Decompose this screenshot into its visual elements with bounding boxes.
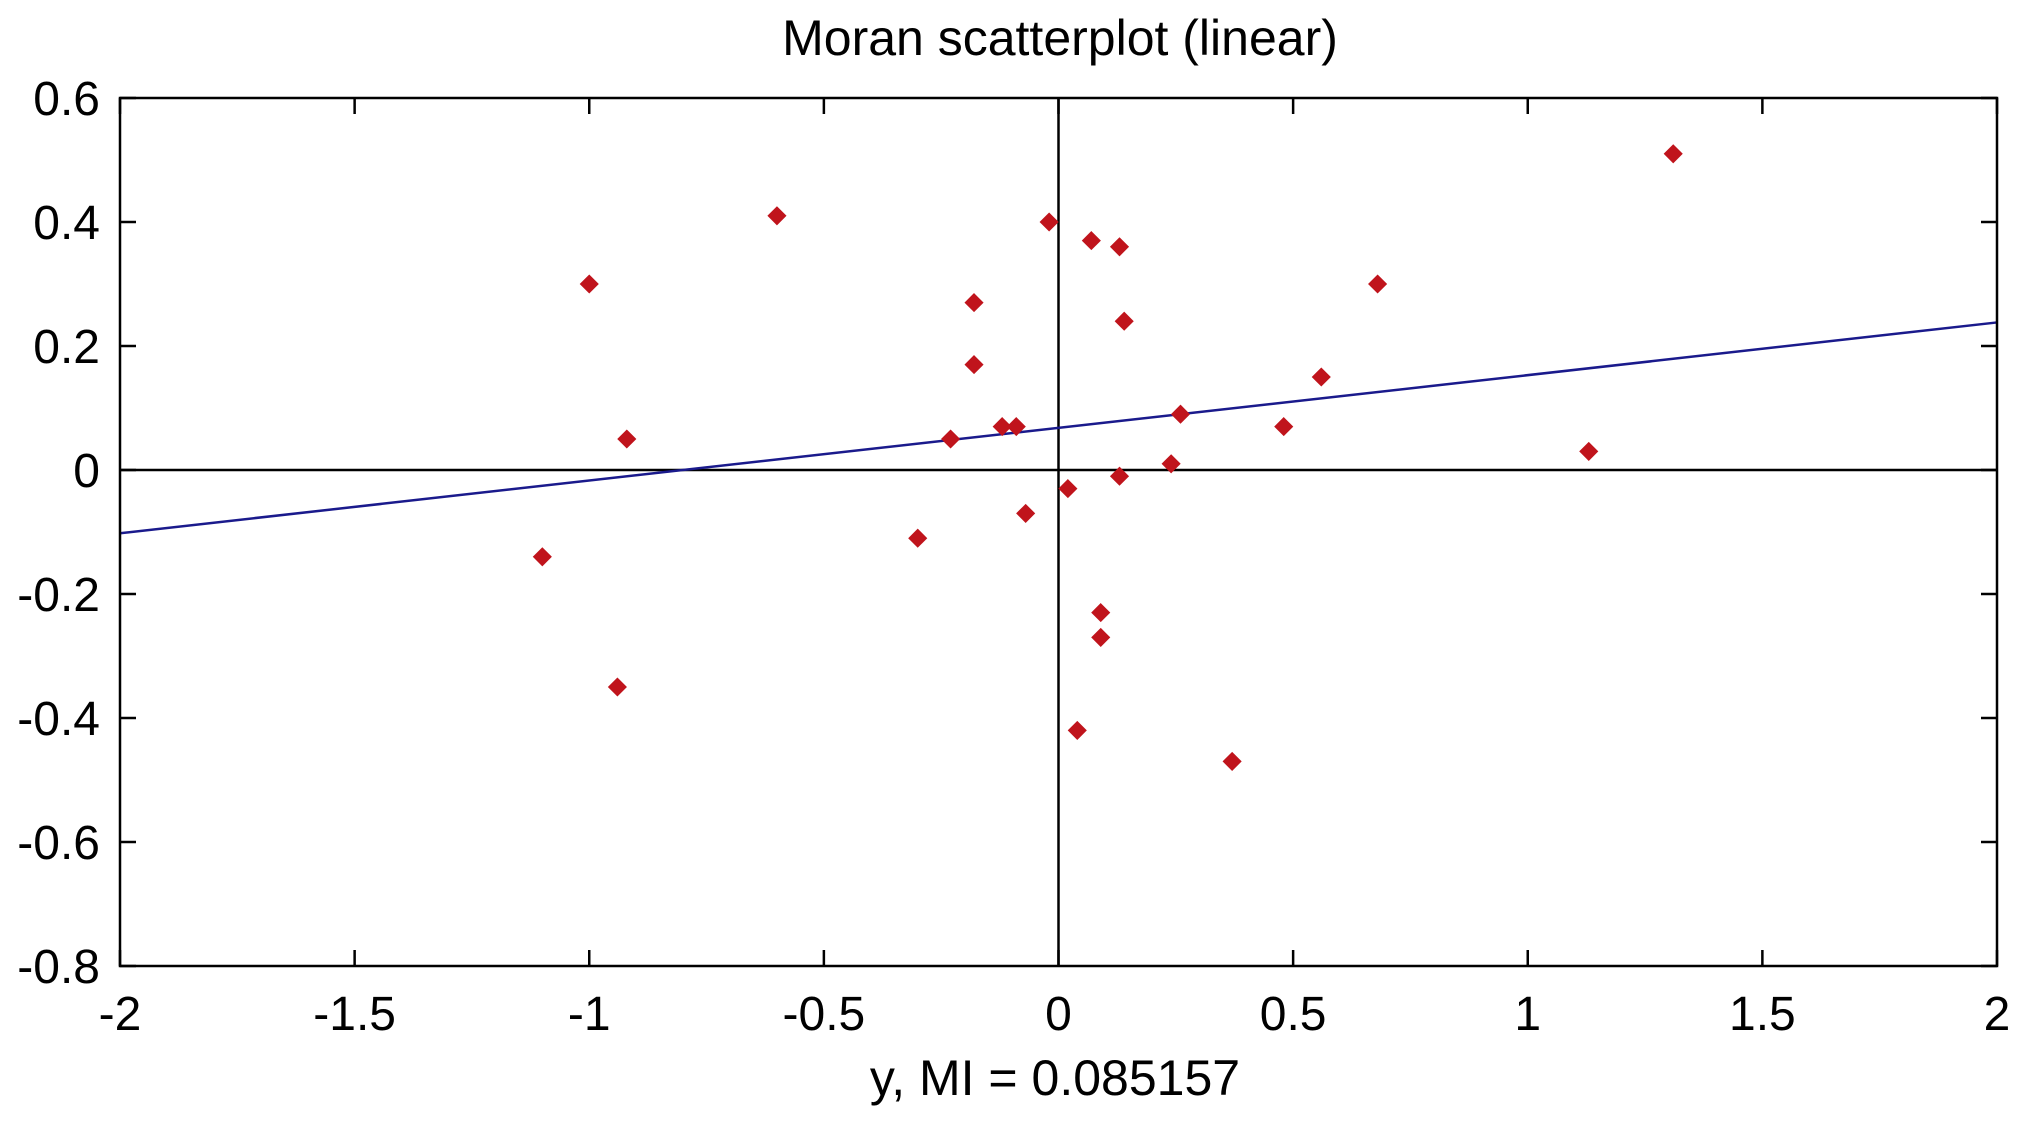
x-tick-label: 1 [1514,988,1541,1041]
zero-lines [120,98,1997,966]
x-tick-label: -0.5 [783,988,866,1041]
data-point [1039,212,1059,232]
y-tick-label: -0.8 [17,941,100,994]
data-points [532,144,1683,771]
data-point [1109,466,1130,486]
data-point [1161,454,1181,474]
data-point [1274,417,1294,437]
x-tick-label: -1 [568,988,611,1041]
y-tick-label: -0.2 [17,569,100,622]
x-tick-label: 0 [1045,988,1072,1041]
y-tick-label: 0.6 [33,73,100,126]
data-point [1091,627,1111,647]
data-point [992,417,1012,437]
y-tick-label: -0.6 [17,817,100,870]
y-tick-label: 0.2 [33,321,100,374]
data-point [1006,417,1026,437]
data-point [1368,274,1388,294]
x-tick-label: 2 [1984,988,2011,1041]
y-tick-label: -0.4 [17,693,100,746]
data-point [1081,231,1101,251]
data-point [1170,404,1191,424]
x-tick-label: -2 [99,988,142,1041]
data-point [964,293,984,313]
data-point [1058,479,1078,499]
regression-line [119,321,1998,535]
data-point [1067,720,1087,740]
data-point [607,677,627,697]
y-tick-label: 0 [73,445,100,498]
x-axis: -2 -1.5 -1 -0.5 0 0.5 1 1.5 2 [99,98,2011,1041]
regression-line-group [119,321,1998,535]
x-tick-label: 1.5 [1729,988,1796,1041]
data-point [1091,603,1111,623]
data-point [1311,367,1331,387]
data-point [532,547,552,567]
data-point [964,355,984,375]
data-point [767,206,787,226]
data-point [941,429,961,449]
x-tick-label: 0.5 [1260,988,1327,1041]
data-point [579,274,599,294]
data-point [1114,311,1134,331]
y-axis: 0.6 0.4 0.2 0 -0.2 -0.4 -0.6 -0.8 [17,73,1997,994]
y-tick-label: 0.4 [33,197,100,250]
x-tick-label: -1.5 [313,988,396,1041]
data-point [1579,441,1599,461]
chart-title: Moran scatterplot (linear) [782,10,1338,66]
x-axis-label: y, MI = 0.085157 [870,1050,1240,1106]
data-point [1222,751,1242,771]
data-point [1663,144,1683,164]
data-point [908,528,928,548]
data-point [1109,237,1130,257]
data-point [617,429,637,449]
data-point [1016,503,1036,523]
